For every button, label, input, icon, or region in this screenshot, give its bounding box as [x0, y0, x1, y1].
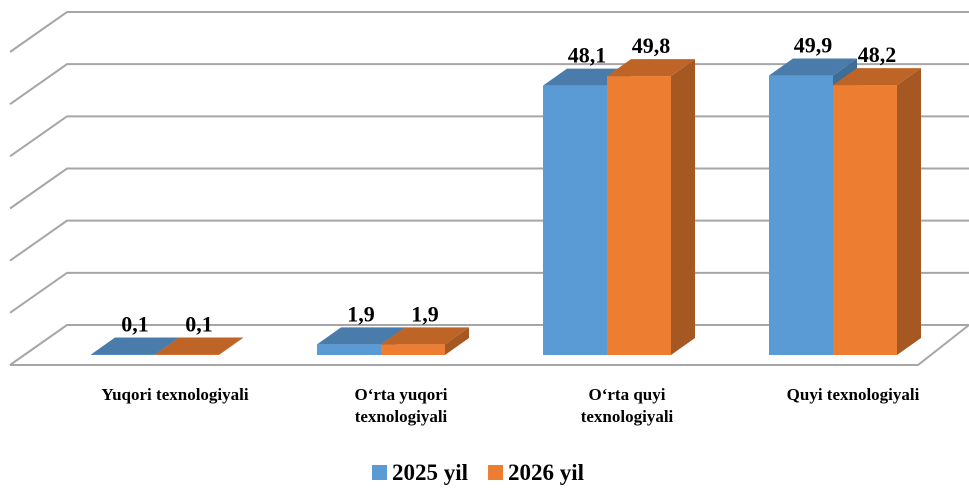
value-label: 0,1 [121, 311, 149, 336]
legend-label: 2026 yil [508, 460, 584, 485]
bar-side [445, 327, 469, 355]
x-tick-label: Quyi texnologiyali [786, 385, 920, 404]
x-tick-label: O‘rta quyi texnologiyali [580, 385, 674, 426]
value-label: 48,1 [568, 43, 607, 68]
bar [317, 344, 381, 355]
x-tick-label: O‘rta yuqori texnologiyali [354, 385, 448, 426]
bar-top [91, 337, 179, 355]
value-label: 49,9 [794, 33, 833, 58]
bar-top [317, 327, 405, 345]
bar [381, 344, 445, 355]
bar [769, 75, 833, 355]
x-tick-label: Yuqori texnologiyali [101, 385, 249, 404]
floor-edge [10, 324, 969, 366]
value-label: 48,2 [858, 42, 897, 67]
legend-swatch [488, 465, 504, 480]
value-label: 0,1 [185, 311, 213, 336]
bar [91, 354, 155, 355]
bar-side [219, 337, 243, 355]
legend-label: 2025 yil [392, 460, 468, 485]
bar [155, 354, 219, 355]
legend-swatch [372, 465, 387, 480]
bar-top [607, 59, 695, 77]
value-label: 49,8 [632, 33, 671, 58]
bar-side [671, 59, 695, 356]
bar-top [769, 58, 857, 76]
value-label: 1,9 [347, 301, 375, 326]
bar [833, 85, 897, 355]
bar-top [833, 68, 921, 86]
bar-side [897, 68, 921, 355]
bar [543, 85, 607, 355]
bar [607, 76, 671, 356]
bar-top [155, 337, 243, 355]
grid-line [9, 11, 969, 53]
value-label: 1,9 [411, 301, 439, 326]
bar-top [381, 327, 469, 345]
